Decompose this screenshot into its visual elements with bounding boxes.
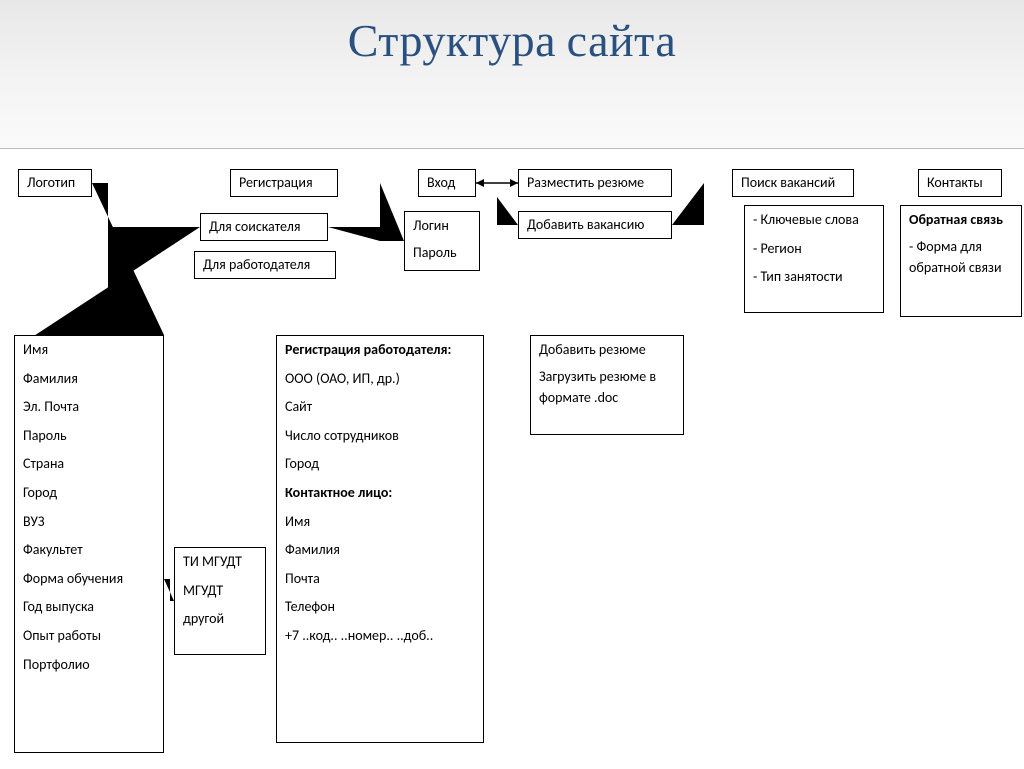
list-item: Фамилия [277, 536, 483, 565]
list-item: Обратная связь [901, 206, 1021, 233]
list-item: Имя [277, 508, 483, 537]
list-item: ВУЗ [15, 508, 163, 537]
list-item: ТИ МГУДТ [175, 548, 265, 577]
node-contacts-label: Контакты [919, 170, 1001, 195]
node-add-vacancy-label: Добавить вакансию [519, 212, 671, 237]
node-login-fields: ЛогинПароль [404, 211, 480, 271]
node-vacancy-search-label: Поиск вакансий [733, 170, 853, 195]
list-item: Добавить резюме [531, 336, 683, 363]
list-item: Страна [15, 450, 163, 479]
list-item: Город [277, 450, 483, 479]
node-for-applicant: Для соискателя [200, 213, 328, 241]
list-item: Телефон [277, 593, 483, 622]
node-for-employer: Для работодателя [194, 251, 336, 279]
list-item: Число сотрудников [277, 422, 483, 451]
list-item: - Тип занятости [745, 263, 883, 292]
list-item: Пароль [405, 239, 479, 266]
node-add-vacancy: Добавить вакансию [518, 211, 672, 239]
list-item: Контактное лицо: [277, 479, 483, 508]
node-for-employer-label: Для работодателя [195, 252, 335, 277]
list-item: Эл. Почта [15, 393, 163, 422]
node-post-resume: Разместить резюме [518, 169, 672, 197]
node-logo-label: Логотип [19, 170, 91, 195]
node-login: Вход [418, 169, 476, 197]
node-contact-fields: Обратная связь- Форма для обратной связи [900, 205, 1022, 317]
list-item: Логин [405, 212, 479, 239]
list-item: - Регион [745, 235, 883, 264]
list-item: МГУДТ [175, 577, 265, 606]
node-vacancy-search: Поиск вакансий [732, 169, 854, 197]
node-login-label: Вход [419, 170, 475, 195]
node-employer-form: Регистрация работодателя:ООО (ОАО, ИП, д… [276, 335, 484, 743]
list-item: - Форма для обратной связи [901, 233, 1021, 281]
list-item: Сайт [277, 393, 483, 422]
diagram-canvas: Логотип Регистрация Для соискателя Для р… [0, 148, 1024, 769]
list-item: Пароль [15, 422, 163, 451]
list-item: - Ключевые слова [745, 206, 883, 235]
list-item: Имя [15, 336, 163, 365]
list-item: +7 ..код.. ..номер.. ..доб.. [277, 622, 483, 651]
node-logo: Логотип [18, 169, 92, 197]
node-contacts: Контакты [918, 169, 1002, 197]
list-item: другой [175, 605, 265, 634]
list-item: Форма обучения [15, 565, 163, 594]
list-item: Фамилия [15, 365, 163, 394]
list-item: Опыт работы [15, 622, 163, 651]
node-applicant-form: ИмяФамилияЭл. ПочтаПарольСтранаГородВУЗФ… [14, 335, 164, 753]
list-item: Почта [277, 565, 483, 594]
node-search-fields: - Ключевые слова- Регион- Тип занятости [744, 205, 884, 313]
node-for-applicant-label: Для соискателя [201, 214, 327, 239]
node-post-resume-label: Разместить резюме [519, 170, 671, 195]
list-item: Год выпуска [15, 593, 163, 622]
node-registration: Регистрация [230, 169, 338, 197]
node-resume-box: Добавить резюмеЗагрузить резюме в формат… [530, 335, 684, 435]
list-item: Загрузить резюме в формате .doc [531, 363, 683, 411]
node-registration-label: Регистрация [231, 170, 337, 195]
list-item: ООО (ОАО, ИП, др.) [277, 365, 483, 394]
list-item: Портфолио [15, 651, 163, 680]
page-title: Структура сайта [0, 0, 1024, 68]
list-item: Факультет [15, 536, 163, 565]
list-item: Город [15, 479, 163, 508]
list-item: Регистрация работодателя: [277, 336, 483, 365]
node-university-list: ТИ МГУДТМГУДТдругой [174, 547, 266, 655]
